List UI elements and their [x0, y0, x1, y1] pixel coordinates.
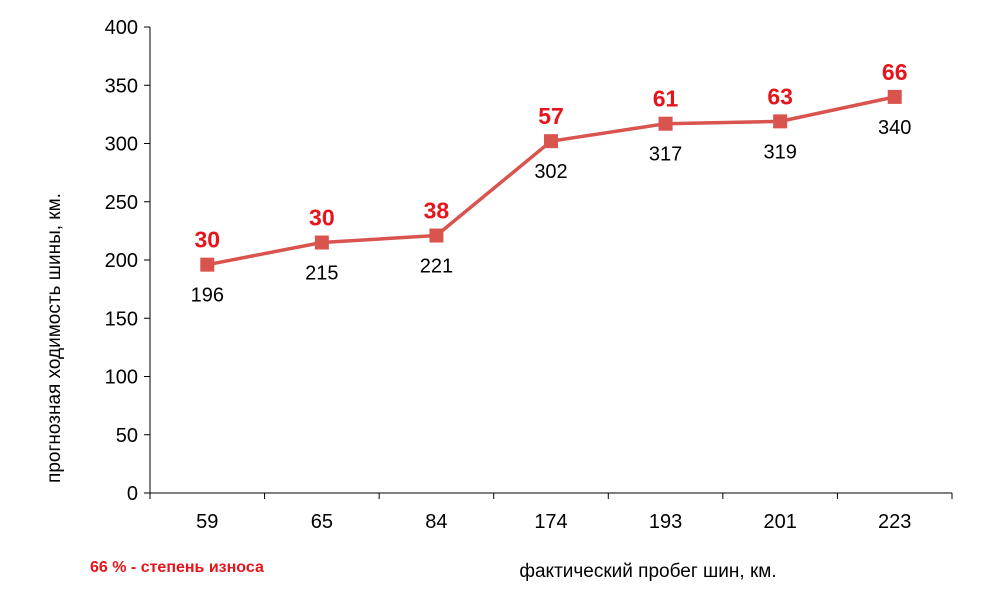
data-point-marker	[429, 228, 444, 243]
x-tick-label: 84	[425, 511, 447, 533]
y-tick-label: 0	[127, 483, 138, 505]
data-point-marker	[658, 116, 673, 131]
y-tick-label: 150	[105, 308, 138, 330]
y-tick-label: 100	[105, 367, 138, 389]
x-tick-label: 174	[534, 511, 567, 533]
data-value-label: 196	[191, 285, 224, 307]
y-tick-label: 50	[116, 425, 138, 447]
data-value-label: 340	[878, 117, 911, 139]
data-point-marker	[544, 134, 558, 149]
y-tick-label: 400	[105, 17, 138, 39]
x-tick-label: 223	[878, 511, 911, 533]
data-point-marker	[773, 114, 788, 129]
y-axis: 0 50 100 150 200 250 300 350 400	[105, 17, 151, 505]
x-axis: 59 65 84 174 193 201 223	[149, 492, 953, 533]
y-tick-label: 300	[105, 134, 138, 156]
data-value-label: 317	[649, 144, 682, 166]
series-group: 196 30 215 30 221 38 302 57 317 61 319 63 340 66	[191, 59, 912, 307]
x-tick-label: 201	[763, 511, 796, 533]
wear-annotation-label: 63	[767, 83, 793, 109]
wear-note: 66 % - степень износа	[90, 559, 264, 576]
wear-annotation-label: 61	[653, 86, 679, 112]
y-tick-label: 200	[105, 250, 138, 272]
data-value-label: 302	[534, 161, 567, 183]
y-axis-label: прогнозная ходимость шины, км.	[44, 193, 65, 483]
x-axis-label: фактический пробег шин, км.	[519, 561, 776, 582]
data-value-label: 221	[420, 256, 453, 278]
x-tick-label: 193	[649, 511, 682, 533]
data-point-marker	[314, 235, 329, 250]
wear-annotation-label: 30	[194, 227, 220, 253]
wear-annotation-label: 38	[424, 198, 450, 224]
data-value-label: 215	[305, 263, 338, 285]
data-value-label: 319	[763, 141, 796, 163]
wear-annotation-label: 30	[309, 205, 335, 231]
data-point-marker	[887, 89, 902, 104]
data-point-marker	[200, 257, 215, 272]
wear-annotation-label: 66	[882, 59, 908, 85]
x-tick-label: 59	[196, 511, 218, 533]
wear-annotation-label: 57	[538, 103, 564, 129]
y-tick-label: 350	[105, 75, 138, 97]
x-tick-label: 65	[311, 511, 333, 533]
y-tick-label: 250	[105, 192, 138, 214]
